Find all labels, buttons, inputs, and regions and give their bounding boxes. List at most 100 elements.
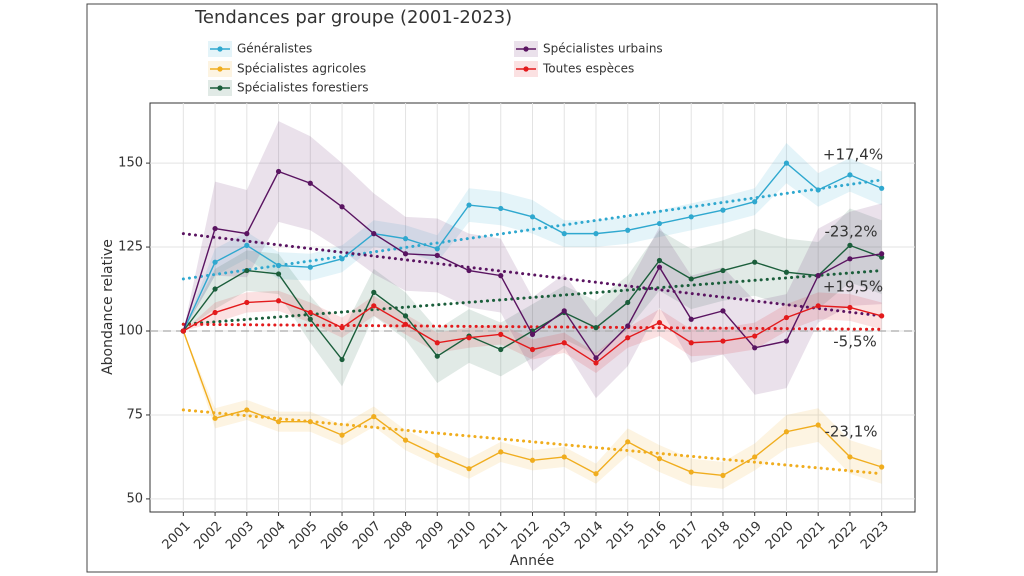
data-point (815, 422, 821, 428)
data-point (783, 314, 790, 321)
data-point (212, 415, 218, 421)
data-point (402, 313, 409, 319)
data-point (783, 338, 790, 344)
data-point (244, 407, 250, 413)
data-point (275, 262, 282, 269)
data-point (212, 286, 218, 292)
data-point (561, 454, 567, 460)
trend-label: -23,2% (824, 223, 877, 241)
trend-label: -5,5% (833, 333, 877, 351)
legend-label: Spécialistes agricoles (237, 62, 366, 76)
trend-line (181, 269, 884, 326)
data-point (625, 323, 631, 329)
data-point (307, 264, 313, 270)
data-point (688, 340, 694, 346)
legend-swatch-dot (523, 66, 529, 72)
data-point (593, 471, 599, 477)
data-point (434, 353, 440, 359)
data-point (529, 457, 536, 463)
data-point (720, 338, 726, 344)
data-point (847, 242, 853, 248)
data-point (593, 231, 599, 237)
data-point (434, 252, 440, 259)
data-point (434, 340, 440, 346)
data-point (656, 264, 663, 270)
legend-item: Spécialistes agricoles (208, 61, 366, 77)
data-point (879, 464, 885, 470)
legend-item: Spécialistes forestiers (208, 80, 368, 96)
data-point (275, 419, 282, 425)
data-point (402, 437, 409, 443)
data-point (466, 202, 472, 208)
legend-swatch-dot (217, 66, 223, 72)
data-point (561, 231, 567, 237)
data-point (625, 299, 631, 306)
data-point (593, 325, 599, 331)
legend-item: Généralistes (208, 41, 312, 57)
data-point (275, 271, 282, 277)
data-point (339, 204, 345, 210)
data-point (879, 251, 885, 257)
legend-swatch-dot (217, 85, 223, 91)
data-point (656, 320, 663, 326)
data-point (688, 276, 694, 282)
data-point (339, 432, 345, 438)
data-point (783, 160, 790, 166)
data-point (879, 185, 885, 191)
x-axis-label: Année (510, 553, 555, 569)
data-point (783, 269, 790, 275)
data-point (593, 360, 599, 366)
data-point (752, 345, 758, 351)
data-point (752, 259, 758, 265)
legend-label: Spécialistes urbains (543, 42, 663, 56)
data-point (688, 316, 694, 322)
confidence-band (183, 331, 882, 489)
data-point (434, 452, 440, 458)
data-point (371, 414, 377, 420)
data-point (402, 251, 409, 257)
legend-label: Généralistes (237, 42, 312, 56)
trend-line (181, 408, 884, 476)
legend-item: Spécialistes urbains (514, 41, 663, 57)
data-point (529, 346, 536, 353)
trend-line (181, 178, 884, 281)
data-point (847, 256, 853, 262)
data-point (371, 303, 377, 309)
data-point (815, 187, 821, 193)
data-point (688, 214, 694, 220)
legend-swatch-dot (523, 46, 529, 52)
data-point (212, 225, 218, 232)
data-point (180, 328, 186, 334)
chart-title: Tendances par groupe (2001-2023) (194, 7, 512, 28)
data-point (466, 267, 472, 274)
data-point (244, 267, 250, 274)
data-point (752, 333, 758, 339)
data-point (847, 454, 853, 460)
y-tick-label: 150 (118, 156, 143, 171)
confidence-band (183, 208, 882, 387)
data-point (498, 346, 504, 353)
data-point (625, 227, 631, 233)
data-point (371, 231, 377, 237)
data-point (275, 168, 282, 175)
trend-line (181, 232, 884, 318)
data-point (466, 466, 472, 472)
y-tick-label: 100 (118, 324, 143, 339)
data-point (307, 316, 313, 322)
data-point (498, 272, 504, 279)
trend-label: +17,4% (823, 146, 883, 164)
data-point (720, 267, 726, 274)
data-point (307, 180, 313, 186)
data-point (498, 205, 504, 212)
data-point (656, 456, 663, 462)
confidence-band (183, 290, 882, 373)
data-point (783, 429, 790, 435)
trend-label: +19,5% (823, 278, 883, 296)
data-point (498, 449, 504, 455)
data-point (752, 199, 758, 205)
data-point (625, 335, 631, 341)
data-point (402, 236, 409, 242)
data-point (466, 335, 472, 341)
data-point (847, 172, 853, 178)
